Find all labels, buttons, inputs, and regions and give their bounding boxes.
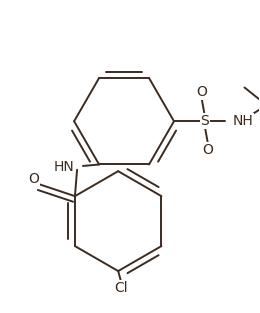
Text: Cl: Cl [114,281,128,295]
Text: O: O [202,143,213,157]
Text: O: O [197,85,207,99]
Text: O: O [28,172,39,186]
Text: HN: HN [53,161,74,174]
Text: NH: NH [233,114,254,128]
Text: S: S [200,114,209,128]
